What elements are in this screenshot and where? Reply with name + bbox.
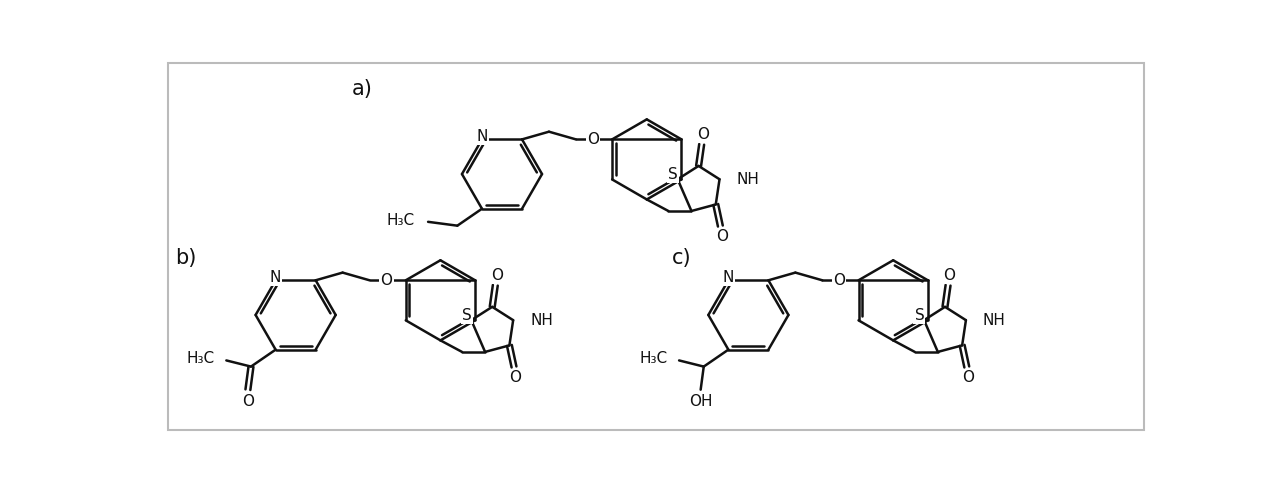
Text: NH: NH	[530, 313, 553, 327]
Text: N: N	[270, 270, 282, 285]
Text: H₃C: H₃C	[640, 351, 668, 366]
Text: O: O	[833, 273, 845, 288]
Text: O: O	[943, 268, 956, 283]
Text: S: S	[462, 308, 471, 323]
Text: NH: NH	[736, 172, 759, 187]
Text: a): a)	[352, 79, 372, 99]
Text: O: O	[698, 127, 709, 142]
Text: O: O	[490, 268, 503, 283]
Text: b): b)	[175, 248, 196, 268]
Text: NH: NH	[983, 313, 1006, 327]
Text: H₃C: H₃C	[387, 213, 415, 228]
Text: O: O	[586, 132, 599, 147]
Text: O: O	[716, 229, 728, 244]
Text: H₃C: H₃C	[187, 351, 215, 366]
Text: O: O	[242, 394, 253, 409]
Text: N: N	[476, 129, 488, 144]
Text: S: S	[668, 167, 678, 182]
Text: OH: OH	[689, 394, 713, 409]
Text: O: O	[380, 273, 393, 288]
Text: N: N	[723, 270, 733, 285]
Text: O: O	[963, 370, 974, 385]
Text: S: S	[914, 308, 924, 323]
Text: O: O	[509, 370, 521, 385]
Text: c): c)	[672, 248, 691, 268]
